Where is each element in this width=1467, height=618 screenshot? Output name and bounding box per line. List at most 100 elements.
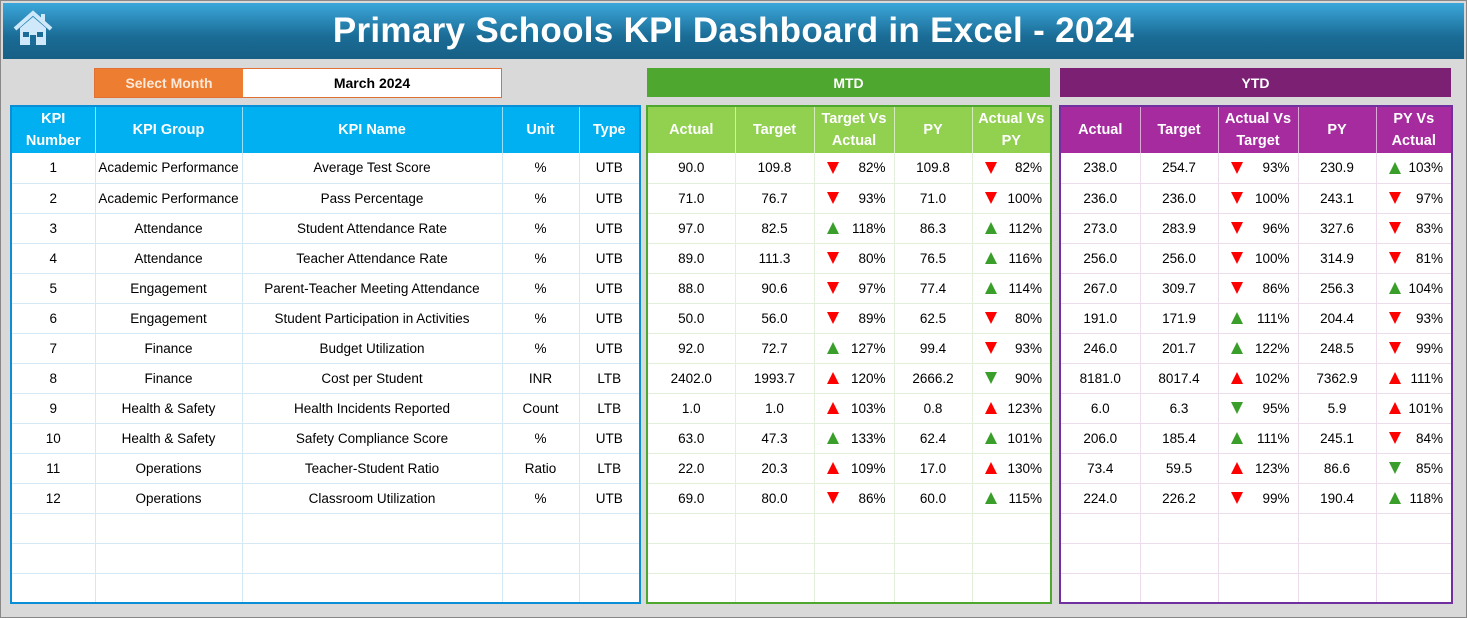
cell-value xyxy=(1298,573,1377,604)
cell-value: 327.6 xyxy=(1298,213,1377,244)
ratio-cell: 122% xyxy=(1219,341,1298,356)
cell-n xyxy=(11,573,96,604)
cell-ratio: 96% xyxy=(1218,213,1299,244)
ratio-value: 97% xyxy=(858,280,886,296)
cell-unit: % xyxy=(502,183,580,214)
arrow-down-icon xyxy=(1388,222,1401,234)
cell-group: Engagement xyxy=(95,303,243,334)
table-row: 8 Finance Cost per Student INR LTB xyxy=(11,363,641,394)
cell-value xyxy=(894,573,973,604)
cell-value xyxy=(1060,543,1141,574)
cell-n xyxy=(11,543,96,574)
ratio-value: 80% xyxy=(858,250,886,266)
ratio-cell: 103% xyxy=(1377,160,1452,175)
ratio-cell: 101% xyxy=(973,431,1051,446)
ratio-value: 85% xyxy=(1415,460,1443,476)
table-row: 2 Academic Performance Pass Percentage% UTB xyxy=(11,183,641,214)
arrow-down-icon xyxy=(1230,222,1243,234)
cell-value: 2666.2 xyxy=(894,363,973,394)
ratio-cell: 93% xyxy=(973,341,1051,356)
ytd-row: 206.0 185.4 111% 245.1 84% xyxy=(1060,423,1453,454)
cell-name xyxy=(242,543,503,574)
ratio-value: 101% xyxy=(1007,430,1042,446)
mtd-row: 2402.0 1993.7 120% 2666.2 90% xyxy=(647,363,1052,394)
cell-ratio: 123% xyxy=(1218,453,1299,484)
table-row xyxy=(11,573,641,604)
cell-type: UTB xyxy=(579,303,641,334)
ratio-value: 82% xyxy=(858,160,886,176)
arrow-up-icon xyxy=(826,222,839,234)
cell-value: 76.5 xyxy=(894,243,973,274)
cell-unit: % xyxy=(502,423,580,454)
cell-value: 236.0 xyxy=(1140,183,1219,214)
cell-n: 10 xyxy=(11,423,96,454)
cell-value: 22.0 xyxy=(647,453,736,484)
ytd-row: 191.0 171.9 111% 204.4 93% xyxy=(1060,303,1453,334)
ratio-cell: 99% xyxy=(1219,491,1298,506)
cell-group xyxy=(95,513,243,544)
ratio-cell: 123% xyxy=(1219,461,1298,476)
ratio-value: 112% xyxy=(1008,220,1042,236)
mtd-row: 63.0 47.3 133% 62.4 101% xyxy=(647,423,1052,454)
cell-value xyxy=(647,543,736,574)
cell-n: 3 xyxy=(11,213,96,244)
cell-value xyxy=(1218,573,1299,604)
ratio-cell: 118% xyxy=(815,221,894,236)
cell-name: Health Incidents Reported xyxy=(242,393,503,424)
cell-ratio: 120% xyxy=(814,363,895,394)
cell-ratio: 85% xyxy=(1376,453,1453,484)
ratio-cell: 127% xyxy=(815,341,894,356)
cell-value xyxy=(735,513,815,544)
arrow-down-icon xyxy=(984,312,997,324)
cell-value: 236.0 xyxy=(1060,183,1141,214)
ratio-value: 120% xyxy=(850,370,886,386)
arrow-up-icon xyxy=(984,462,997,474)
month-dropdown[interactable]: March 2024 xyxy=(243,69,501,97)
page-title: Primary Schools KPI Dashboard in Excel -… xyxy=(332,11,1135,50)
cell-value xyxy=(1060,513,1141,544)
ratio-value: 83% xyxy=(1415,220,1443,236)
cell-group: Attendance xyxy=(95,243,243,274)
cell-name: Pass Percentage xyxy=(242,183,503,214)
ratio-cell: 102% xyxy=(1219,371,1298,386)
cell-ratio: 82% xyxy=(972,153,1052,184)
cell-group xyxy=(95,543,243,574)
arrow-down-icon xyxy=(1230,282,1243,294)
cell-value: 47.3 xyxy=(735,423,815,454)
cell-value: 50.0 xyxy=(647,303,736,334)
cell-unit xyxy=(502,543,580,574)
ratio-value: 96% xyxy=(1262,220,1290,236)
table-row: 7 Finance Budget Utilization% UTB xyxy=(11,333,641,364)
cell-name: Classroom Utilization xyxy=(242,483,503,514)
ratio-cell: 109% xyxy=(815,461,894,476)
ratio-value: 82% xyxy=(1014,160,1042,176)
ratio-cell: 93% xyxy=(1377,311,1452,326)
ratio-value: 90% xyxy=(1014,370,1042,386)
arrow-down-icon xyxy=(826,192,839,204)
arrow-down-icon xyxy=(826,282,839,294)
arrow-up-icon xyxy=(984,492,997,504)
cell-value: 111.3 xyxy=(735,243,815,274)
mtd-row xyxy=(647,513,1052,544)
ytd-row: 8181.0 8017.4 102% 7362.9 111% xyxy=(1060,363,1453,394)
cell-value xyxy=(814,543,895,574)
cell-ratio: 86% xyxy=(1218,273,1299,304)
cell-ratio: 109% xyxy=(814,453,895,484)
ratio-value: 118% xyxy=(1409,490,1443,506)
ytd-row xyxy=(1060,573,1453,604)
ratio-cell: 114% xyxy=(973,281,1051,296)
cell-ratio: 127% xyxy=(814,333,895,364)
arrow-up-icon xyxy=(1388,282,1401,294)
cell-type: LTB xyxy=(579,363,641,394)
cell-value: 243.1 xyxy=(1298,183,1377,214)
cell-value: 99.4 xyxy=(894,333,973,364)
home-icon[interactable] xyxy=(11,9,55,49)
cell-value: 273.0 xyxy=(1060,213,1141,244)
arrow-down-icon xyxy=(984,192,997,204)
cell-value: 77.4 xyxy=(894,273,973,304)
cell-value: 80.0 xyxy=(735,483,815,514)
mtd-row: 97.0 82.5 118% 86.3 112% xyxy=(647,213,1052,244)
ratio-cell: 89% xyxy=(815,311,894,326)
ytd-row: 256.0 256.0 100% 314.9 81% xyxy=(1060,243,1453,274)
cell-value xyxy=(1376,513,1453,544)
